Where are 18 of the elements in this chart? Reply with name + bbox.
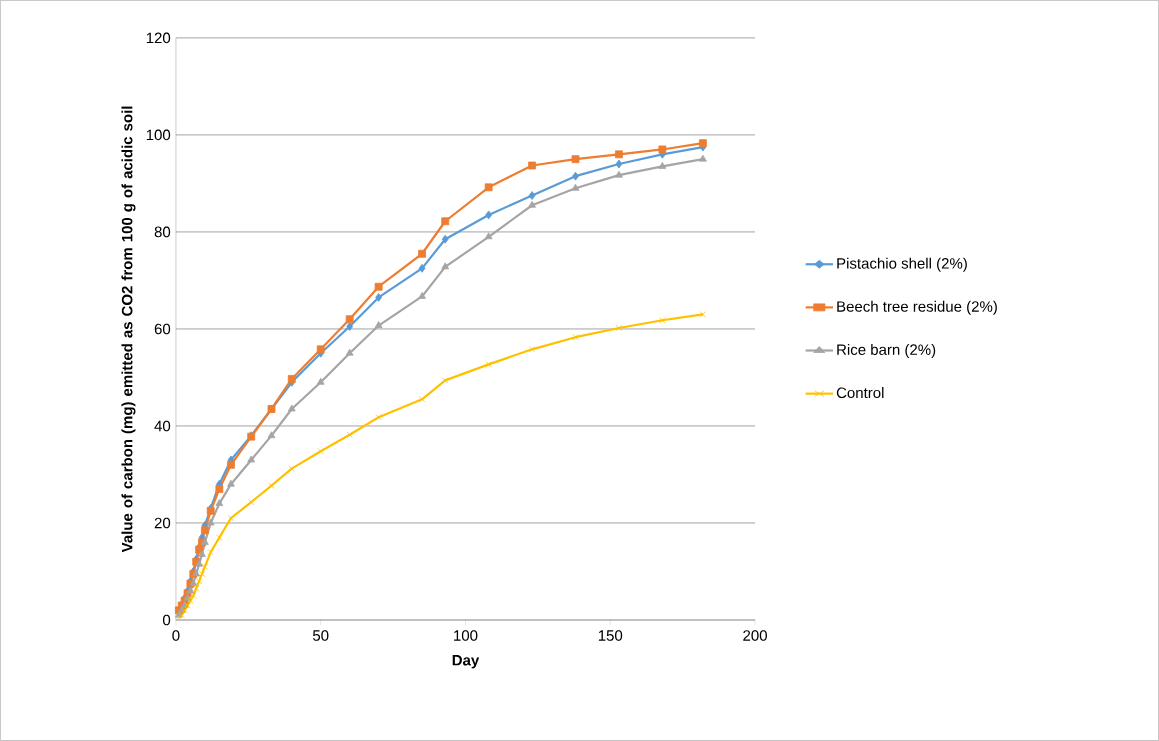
y-axis-title: Value of carbon (mg) emitted as CO2 from 100 g of acidic soil — [121, 106, 136, 553]
x-tick-label: 50 — [312, 630, 329, 641]
y-tick-label: 20 — [154, 517, 171, 529]
y-tick-label: 100 — [146, 129, 171, 141]
y-tick-label: 0 — [162, 614, 171, 626]
x-axis-title: Day — [452, 655, 480, 669]
legend-label: Pistachio shell (2%) — [837, 257, 967, 272]
y-tick-label: 120 — [146, 32, 171, 44]
legend-label: Rice barn (2%) — [837, 343, 936, 358]
y-tick-label: 60 — [154, 323, 171, 335]
x-tick-label: 150 — [598, 630, 623, 641]
y-tick-label: 80 — [154, 226, 171, 238]
y-tick-label: 40 — [154, 420, 171, 432]
x-tick-label: 100 — [454, 630, 478, 641]
x-tick-label: 200 — [743, 630, 767, 641]
legend-label: Control — [836, 387, 884, 399]
legend-label: Beech tree residue (2%) — [837, 300, 997, 315]
x-tick-label: 0 — [172, 630, 180, 641]
